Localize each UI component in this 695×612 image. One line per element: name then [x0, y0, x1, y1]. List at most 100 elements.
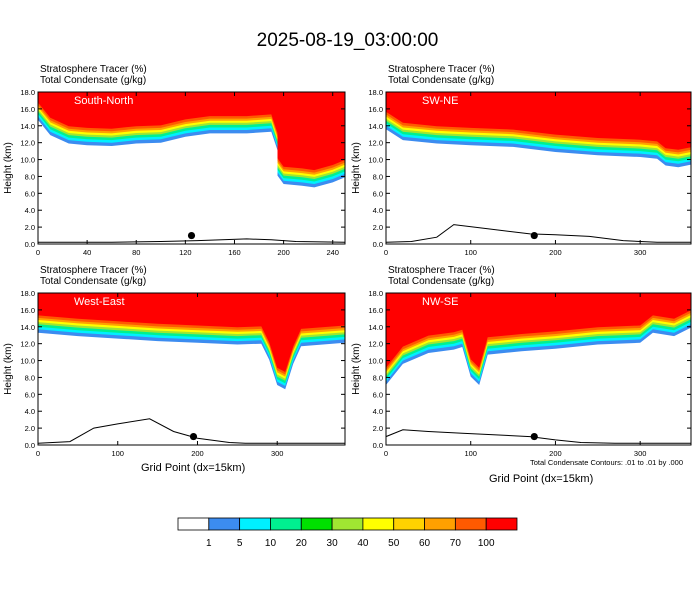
- colorbar-level-label: 30: [327, 538, 339, 549]
- colorbar-swatch: [485, 517, 518, 531]
- panel-4-field-labels: Stratosphere Tracer (%) Total Condensate…: [388, 265, 495, 287]
- y-tick-label: 10.0: [368, 357, 383, 366]
- panel-4-x-axis-label: Grid Point (dx=15km): [489, 473, 594, 485]
- y-tick-label: 0.0: [373, 240, 383, 249]
- y-tick-label: 18.0: [368, 88, 383, 97]
- x-tick-label: 200: [191, 449, 204, 458]
- plot-frame: [37, 292, 346, 446]
- y-tick-label: 8.0: [25, 172, 35, 181]
- colorbar-level-label: 70: [450, 538, 462, 549]
- colorbar-level-label: 60: [419, 538, 431, 549]
- panel-1: South-North 0.0 2.0 4.0 6.0 8.0 10.0 12.0 14.0 16…: [3, 88, 346, 257]
- panel-title: NW-SE: [422, 296, 458, 308]
- y-tick-label: 14.0: [368, 323, 383, 332]
- x-tick-label: 40: [83, 248, 91, 257]
- panel-2-label-tracer: Stratosphere Tracer (%): [388, 64, 495, 75]
- y-tick-label: 18.0: [20, 88, 35, 97]
- y-axis-label: Height (km): [3, 343, 14, 395]
- panel-3-label-tracer: Stratosphere Tracer (%): [40, 265, 147, 276]
- y-tick-label: 0.0: [25, 441, 35, 450]
- x-tick-label: 200: [277, 248, 290, 257]
- y-tick-label: 16.0: [368, 306, 383, 315]
- panel-1-label-condensate: Total Condensate (g/kg): [40, 75, 147, 86]
- x-tick-label: 200: [549, 248, 562, 257]
- y-tick-label: 10.0: [368, 156, 383, 165]
- y-axis-label: Height (km): [351, 343, 362, 395]
- y-tick-label: 12.0: [368, 340, 383, 349]
- x-tick-label: 100: [464, 449, 477, 458]
- y-tick-label: 14.0: [20, 323, 35, 332]
- colorbar: 1 5 10 20 30 40 50 60 70 100: [177, 517, 518, 549]
- plot-frame: [37, 91, 346, 245]
- x-tick-label: 0: [384, 449, 388, 458]
- panel-2-field-labels: Stratosphere Tracer (%) Total Condensate…: [388, 64, 495, 86]
- contour-footnote: Total Condensate Contours: .01 to .01 by…: [530, 458, 684, 467]
- y-tick-label: 12.0: [20, 139, 35, 148]
- colorbar-level-label: 10: [265, 538, 277, 549]
- location-marker: [530, 231, 538, 240]
- x-tick-label: 100: [464, 248, 477, 257]
- x-tick-label: 0: [384, 248, 388, 257]
- panel-title: West-East: [74, 296, 125, 308]
- plot-frame: [385, 91, 692, 245]
- x-tick-label: 200: [549, 449, 562, 458]
- y-tick-label: 2.0: [373, 424, 383, 433]
- panel-3-field-labels: Stratosphere Tracer (%) Total Condensate…: [40, 265, 147, 287]
- location-marker: [187, 231, 196, 240]
- panel-1-label-tracer: Stratosphere Tracer (%): [40, 64, 147, 75]
- colorbar-level-label: 100: [478, 538, 495, 549]
- panel-3: West-East 0.0 2.0 4.0 6.0 8.0 10.0 12.0 14.0 16.0…: [3, 289, 346, 458]
- y-tick-label: 6.0: [373, 189, 383, 198]
- colorbar-swatch: [177, 517, 210, 531]
- colorbar-swatch: [208, 517, 241, 531]
- colorbar-level-label: 50: [388, 538, 400, 549]
- y-tick-label: 10.0: [20, 357, 35, 366]
- y-tick-label: 18.0: [368, 289, 383, 298]
- tracer-band-8: [386, 92, 691, 150]
- panel-3-x-axis-label: Grid Point (dx=15km): [141, 462, 246, 474]
- y-tick-label: 6.0: [373, 390, 383, 399]
- panel-4-label-tracer: Stratosphere Tracer (%): [388, 265, 495, 276]
- colorbar-level-label: 40: [357, 538, 369, 549]
- tracer-band-8: [38, 293, 345, 372]
- y-tick-label: 4.0: [25, 407, 35, 416]
- panel-4-label-condensate: Total Condensate (g/kg): [388, 276, 495, 287]
- terrain-line: [38, 418, 345, 444]
- y-tick-label: 6.0: [25, 189, 35, 198]
- y-tick-label: 10.0: [20, 156, 35, 165]
- location-marker: [189, 432, 198, 441]
- y-tick-label: 16.0: [20, 105, 35, 114]
- x-tick-label: 0: [36, 449, 40, 458]
- y-axis-label: Height (km): [3, 142, 14, 194]
- colorbar-swatch: [424, 517, 456, 531]
- y-axis-label: Height (km): [351, 142, 362, 194]
- y-tick-label: 18.0: [20, 289, 35, 298]
- tracer-band-8: [386, 293, 691, 368]
- terrain-line: [386, 224, 691, 243]
- y-tick-label: 4.0: [373, 206, 383, 215]
- y-tick-label: 8.0: [373, 373, 383, 382]
- x-tick-label: 300: [634, 449, 647, 458]
- y-tick-label: 2.0: [25, 424, 35, 433]
- x-tick-label: 100: [111, 449, 124, 458]
- terrain-line: [386, 429, 691, 444]
- y-tick-label: 0.0: [373, 441, 383, 450]
- x-tick-label: 0: [36, 248, 40, 257]
- x-tick-label: 300: [271, 449, 284, 458]
- colorbar-swatch: [393, 517, 425, 531]
- colorbar-level-label: 20: [296, 538, 308, 549]
- y-tick-label: 8.0: [373, 172, 383, 181]
- panel-2: SW-NE 0.0 2.0 4.0 6.0 8.0 10.0 12.0 14.0 16.0 18.0…: [351, 88, 692, 257]
- x-tick-label: 160: [228, 248, 241, 257]
- panel-title: SW-NE: [422, 95, 458, 107]
- colorbar-swatch: [362, 517, 395, 531]
- y-tick-label: 16.0: [20, 306, 35, 315]
- tracer-band-8: [38, 92, 345, 171]
- terrain-line: [38, 238, 345, 243]
- panel-4: NW-SE 0.0 2.0 4.0 6.0 8.0 10.0 12.0 14.0 16.0 18.0…: [351, 289, 692, 458]
- colorbar-level-label: 5: [237, 538, 243, 549]
- y-tick-label: 2.0: [25, 223, 35, 232]
- x-tick-label: 120: [179, 248, 192, 257]
- colorbar-swatch: [270, 517, 302, 531]
